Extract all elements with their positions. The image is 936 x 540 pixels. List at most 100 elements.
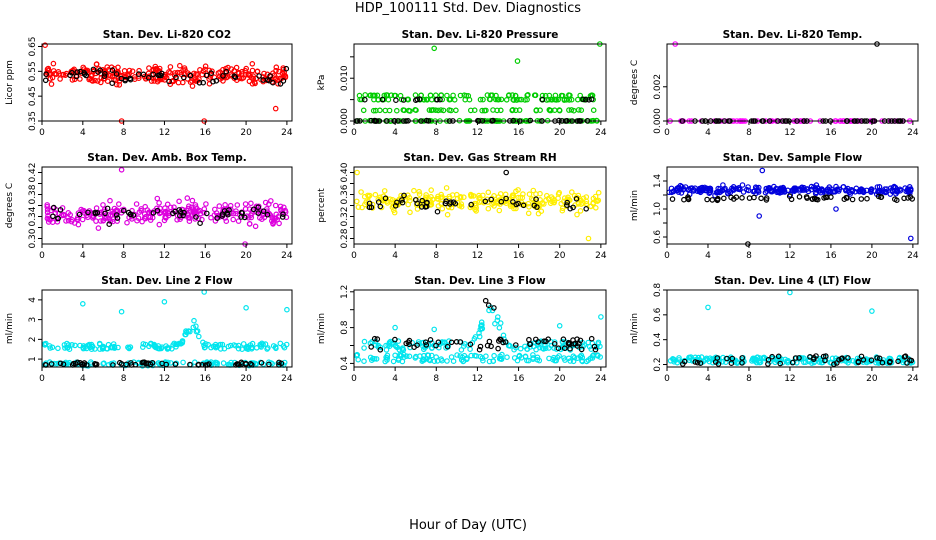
data-point: [391, 92, 398, 99]
data-point: [107, 197, 113, 204]
data-point: [284, 306, 290, 313]
data-point: [187, 72, 194, 79]
data-point: [836, 186, 843, 193]
data-point: [393, 107, 400, 114]
data-point: [895, 358, 901, 365]
data-point: [671, 358, 677, 365]
data-point: [283, 65, 290, 72]
data-point: [570, 358, 577, 365]
y-tick-label: 0.34: [28, 206, 38, 226]
data-point: [181, 74, 187, 81]
data-point: [159, 344, 165, 351]
data-point: [504, 354, 510, 361]
data-point: [509, 192, 516, 199]
data-point: [186, 203, 192, 210]
data-point: [567, 358, 574, 364]
data-point: [417, 353, 423, 359]
x-tick-label: 12: [472, 374, 483, 384]
data-point: [248, 200, 254, 207]
data-point: [537, 344, 543, 351]
x-tick-label: 8: [433, 374, 439, 384]
data-point: [473, 205, 480, 211]
data-point: [384, 200, 391, 206]
data-point: [412, 197, 419, 203]
data-point: [556, 322, 563, 329]
data-point: [242, 201, 249, 207]
data-point: [560, 336, 567, 343]
x-tick-label: 8: [121, 251, 127, 261]
x-tick-label: 24: [595, 128, 607, 138]
data-point: [531, 202, 538, 209]
data-point: [113, 212, 120, 218]
data-point: [371, 335, 378, 342]
data-point: [428, 187, 435, 193]
panel-title: Stan. Dev. Li-820 Pressure: [402, 29, 559, 41]
data-point: [116, 201, 122, 207]
data-point: [496, 207, 503, 214]
y-tick-label: 0.000: [340, 108, 350, 134]
data-point: [177, 209, 184, 215]
data-point: [907, 235, 914, 242]
data-point: [720, 195, 727, 202]
data-point: [184, 195, 191, 201]
data-point: [858, 186, 865, 192]
data-point: [583, 206, 590, 212]
data-point: [495, 345, 501, 352]
y-tick-label: 0.32: [340, 206, 350, 226]
x-tick-label: 24: [907, 251, 919, 261]
data-point: [756, 213, 763, 219]
data-point: [393, 97, 399, 104]
data-point: [246, 221, 253, 227]
data-point: [126, 345, 133, 352]
y-tick-label: 1: [28, 356, 38, 362]
data-point: [174, 69, 181, 76]
data-point: [189, 83, 196, 89]
data-point: [576, 196, 583, 202]
data-point: [44, 206, 51, 213]
data-point: [438, 107, 444, 113]
data-point: [404, 96, 411, 103]
data-point: [686, 357, 693, 364]
data-point: [668, 189, 675, 196]
data-point: [896, 355, 903, 362]
data-point: [231, 75, 238, 82]
data-point: [121, 207, 127, 214]
data-point: [248, 214, 255, 221]
data-point: [563, 97, 570, 103]
data-point: [407, 197, 413, 204]
data-point: [498, 198, 505, 205]
data-point: [743, 186, 750, 193]
data-point: [68, 218, 75, 225]
data-point: [847, 191, 854, 197]
plot-frame: [666, 289, 919, 368]
data-point: [240, 341, 247, 347]
data-point: [879, 359, 886, 366]
data-point: [49, 219, 56, 226]
x-tick-label: 20: [554, 128, 566, 138]
data-point: [775, 353, 782, 360]
data-point: [135, 73, 142, 79]
data-point: [904, 360, 910, 366]
data-point: [93, 218, 99, 224]
data-point: [505, 342, 512, 349]
y-tick-label: 0.42: [28, 162, 38, 182]
data-point: [111, 343, 118, 350]
data-point: [589, 353, 596, 359]
data-point: [76, 211, 83, 218]
data-point: [136, 209, 143, 215]
data-point: [202, 63, 209, 69]
data-point: [468, 201, 475, 208]
data-point: [185, 212, 192, 219]
data-point: [426, 107, 433, 113]
data-point: [477, 194, 483, 201]
data-point: [161, 298, 168, 305]
data-point: [273, 64, 280, 71]
data-point: [771, 183, 777, 190]
data-point: [568, 189, 575, 195]
data-point: [431, 358, 438, 365]
data-point: [457, 339, 464, 345]
data-point: [516, 107, 523, 113]
data-point: [270, 220, 276, 227]
data-point: [485, 189, 492, 196]
data-point: [574, 211, 580, 218]
